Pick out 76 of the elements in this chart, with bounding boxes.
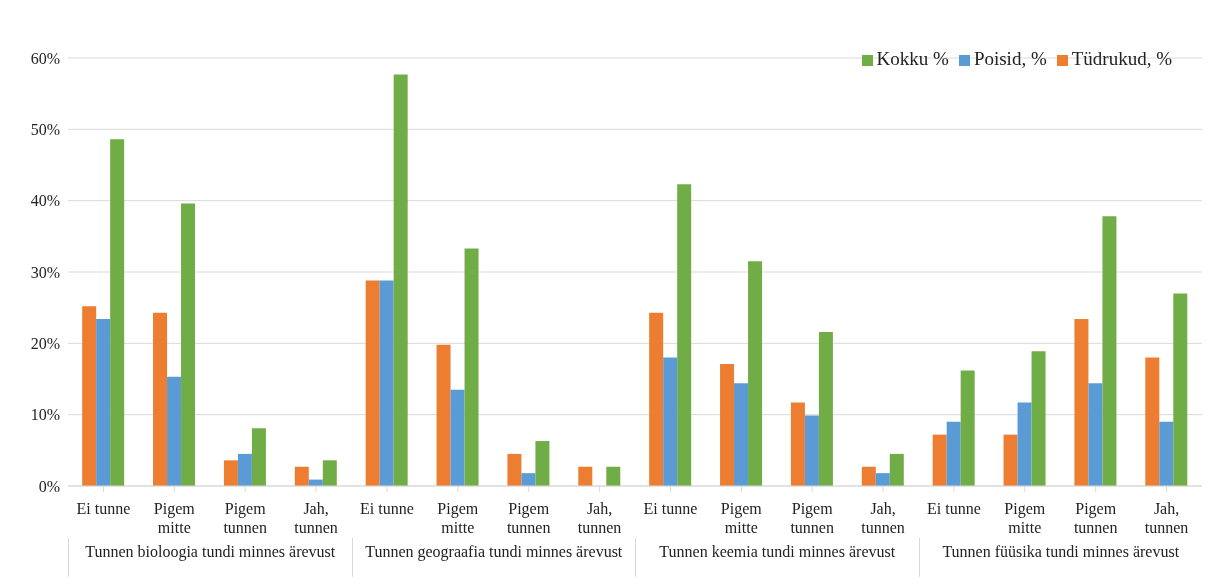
x-tick-label: Pigem mitte bbox=[437, 500, 479, 536]
bar bbox=[606, 466, 621, 486]
bar bbox=[237, 453, 252, 486]
x-tick-label: Jah, tunnen bbox=[294, 500, 338, 536]
bar bbox=[167, 376, 182, 486]
bar bbox=[663, 357, 678, 486]
text: Tunnen bioloogia tundi minnes ärevust bbox=[68, 538, 352, 577]
bar bbox=[720, 364, 735, 486]
bar bbox=[932, 434, 947, 486]
bar bbox=[393, 74, 408, 486]
text: Tunnen keemia tundi minnes ärevust bbox=[635, 538, 919, 577]
bar bbox=[1074, 319, 1089, 486]
bar bbox=[181, 203, 196, 486]
legend-label: Kokku % bbox=[876, 48, 949, 69]
bar bbox=[223, 460, 238, 486]
bar bbox=[649, 312, 664, 486]
legend-label: Poisid, % bbox=[973, 48, 1047, 69]
bar bbox=[960, 370, 975, 486]
bar bbox=[1017, 402, 1032, 486]
bar bbox=[861, 466, 876, 486]
x-tick-label: Pigem tunnen bbox=[223, 500, 267, 536]
bar bbox=[82, 306, 97, 486]
bar bbox=[535, 441, 550, 486]
x-tick-label: Pigem mitte bbox=[720, 500, 763, 536]
bar bbox=[507, 453, 522, 486]
bar bbox=[153, 312, 168, 486]
bar bbox=[110, 139, 125, 486]
bar bbox=[521, 473, 536, 486]
bar bbox=[578, 466, 593, 486]
legend-label: Tüdrukud, % bbox=[1071, 48, 1172, 69]
x-tick-label: Jah, tunnen bbox=[861, 500, 905, 536]
x-tick-label: Ei tunne bbox=[76, 500, 131, 517]
bar bbox=[946, 421, 961, 486]
bar bbox=[790, 402, 805, 486]
x-tick-label: Pigem tunnen bbox=[790, 500, 834, 536]
bar bbox=[818, 331, 833, 486]
bar bbox=[889, 453, 904, 486]
y-tick-label: 60% bbox=[30, 49, 60, 67]
y-tick-label: 50% bbox=[30, 121, 60, 139]
text: Tunnen füüsika tundi minnes ärevust bbox=[918, 538, 1202, 577]
x-tick-label: Ei tunne bbox=[360, 500, 414, 517]
x-tick-label: Pigem tunnen bbox=[1073, 500, 1118, 536]
x-tick-label: Pigem mitte bbox=[1004, 500, 1046, 536]
bar bbox=[1003, 434, 1018, 486]
bar bbox=[294, 466, 309, 486]
bar bbox=[436, 344, 451, 486]
bar bbox=[365, 280, 380, 486]
x-tick-label: Pigem mitte bbox=[153, 500, 196, 536]
x-tick-label: Ei tunne bbox=[643, 500, 698, 517]
x-tick-label: Jah, tunnen bbox=[577, 500, 622, 536]
bar bbox=[1088, 383, 1103, 486]
x-tick-label: Ei tunne bbox=[927, 500, 981, 517]
bar bbox=[804, 415, 819, 486]
bar bbox=[322, 460, 337, 486]
bar bbox=[734, 383, 749, 486]
x-tick-label: Jah, tunnen bbox=[1144, 500, 1189, 536]
bar bbox=[96, 319, 111, 486]
bar bbox=[379, 280, 394, 486]
text: Tunnen geograafia tundi minnes ärevust bbox=[351, 538, 635, 577]
bar bbox=[1145, 357, 1160, 486]
bar bbox=[1031, 351, 1046, 486]
y-tick-label: 10% bbox=[30, 406, 60, 424]
bar bbox=[677, 184, 692, 486]
bar bbox=[1159, 421, 1174, 486]
x-tick-label: Pigem tunnen bbox=[506, 500, 551, 536]
y-tick-label: 40% bbox=[30, 192, 60, 210]
y-tick-label: 20% bbox=[30, 335, 60, 353]
bar bbox=[1173, 293, 1188, 486]
bar bbox=[450, 389, 465, 486]
bar bbox=[464, 248, 479, 486]
y-tick-label: 0% bbox=[38, 477, 60, 495]
bar bbox=[251, 428, 266, 486]
bar bbox=[748, 261, 763, 486]
bar bbox=[1102, 216, 1117, 486]
y-tick-label: 30% bbox=[30, 263, 60, 281]
bar bbox=[875, 473, 890, 486]
